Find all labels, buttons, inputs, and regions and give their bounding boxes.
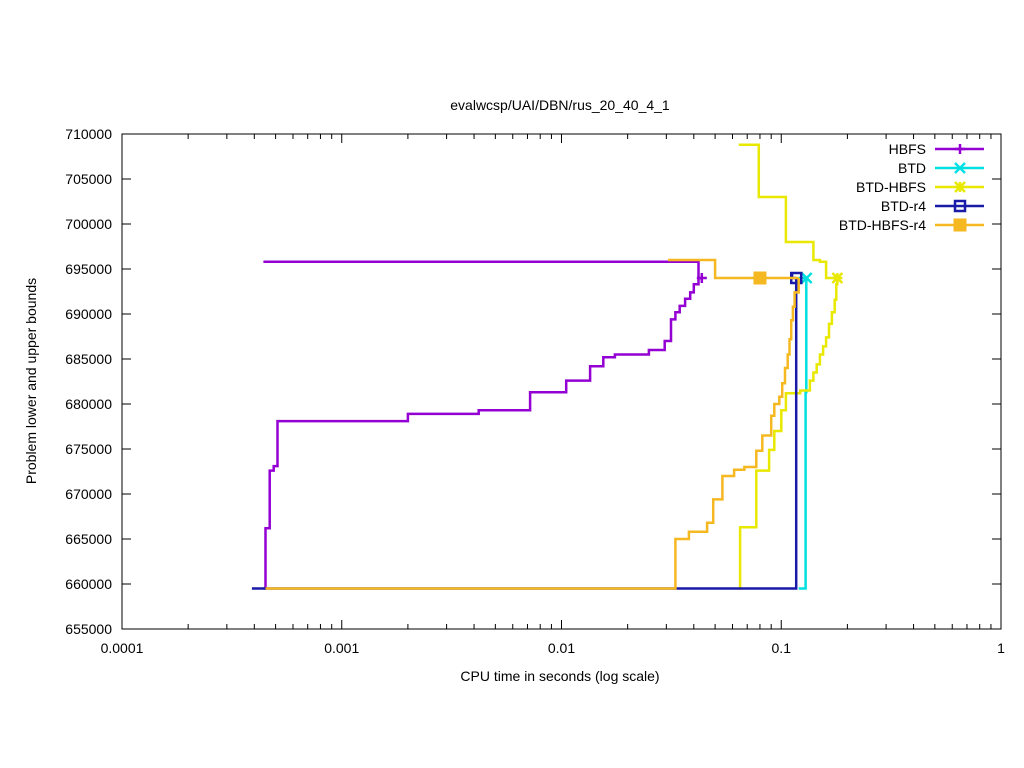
y-tick-label: 710000 (65, 126, 112, 142)
legend-marker-btd-r4 (953, 199, 967, 213)
series-marker-btd-hbfs-r4 (753, 271, 767, 285)
series-line-hbfs-upper (263, 260, 702, 280)
x-tick-label: 0.0001 (101, 640, 144, 656)
series-line-btd-hbfs-upper (738, 143, 838, 280)
legend-marker-hbfs (955, 144, 965, 154)
series-marker-btd (800, 272, 813, 284)
legend-marker-btd-stroke (954, 162, 966, 174)
legend-marker-btd (954, 162, 966, 174)
y-tick-label: 670000 (65, 486, 112, 502)
x-tick-label: 0.01 (548, 640, 575, 656)
series-marker-hbfs (696, 273, 707, 283)
legend-marker-btd-hbfs (954, 181, 966, 193)
y-tick-label: 700000 (65, 216, 112, 232)
legend-marker-btd-hbfs-r4-box (953, 218, 967, 232)
series-marker-btd-hbfs-stroke (831, 272, 844, 284)
x-tick-label: 0.1 (772, 640, 792, 656)
series-line-btd-hbfs-lower (738, 278, 839, 590)
plot-area (251, 143, 844, 590)
legend-marker-btd-r4-box (953, 199, 967, 213)
x-tick-label: 0.001 (324, 640, 359, 656)
y-tick-label: 705000 (65, 171, 112, 187)
series-marker-btd-stroke (800, 272, 813, 284)
legend-label-btd-hbfs-r4: BTD-HBFS-r4 (839, 217, 926, 233)
legend-label-btd-r4: BTD-r4 (881, 198, 926, 214)
legend-label-btd: BTD (898, 160, 926, 176)
legend-marker-btd-hbfs-stroke (954, 181, 966, 193)
y-tick-label: 695000 (65, 261, 112, 277)
x-axis-label: CPU time in seconds (log scale) (460, 668, 659, 684)
y-tick-label: 660000 (65, 576, 112, 592)
legend-marker-btd-hbfs-r4 (953, 218, 967, 232)
series-marker-btd-hbfs-r4-box (753, 271, 767, 285)
legend-label-hbfs: HBFS (889, 141, 926, 157)
y-tick-label: 675000 (65, 441, 112, 457)
series-line-hbfs-lower (263, 276, 702, 590)
series-line-btd-lower (798, 276, 808, 590)
y-tick-label: 690000 (65, 306, 112, 322)
y-tick-label: 655000 (65, 621, 112, 637)
plot-border (121, 133, 1002, 630)
series-line-btd-hbfs-r4-lower (265, 278, 800, 590)
series-marker-btd-hbfs (831, 272, 844, 284)
legend: HBFS BTD BTD-HBFS BTD-r4 BTD-HBFS-r4 (839, 141, 984, 233)
chart-title: evalwcsp/UAI/DBN/rus_20_40_4_1 (450, 97, 670, 113)
y-tick-label: 665000 (65, 531, 112, 547)
series-line-btd-r4-lower (251, 278, 798, 590)
axes: 655000 660000 665000 670000 675000 680000 6850… (65, 126, 1005, 656)
x-tick-label: 1 (997, 640, 1005, 656)
y-tick-label: 685000 (65, 351, 112, 367)
legend-label-btd-hbfs: BTD-HBFS (856, 179, 926, 195)
y-tick-label: 680000 (65, 396, 112, 412)
y-axis-label: Problem lower and upper bounds (23, 278, 39, 484)
